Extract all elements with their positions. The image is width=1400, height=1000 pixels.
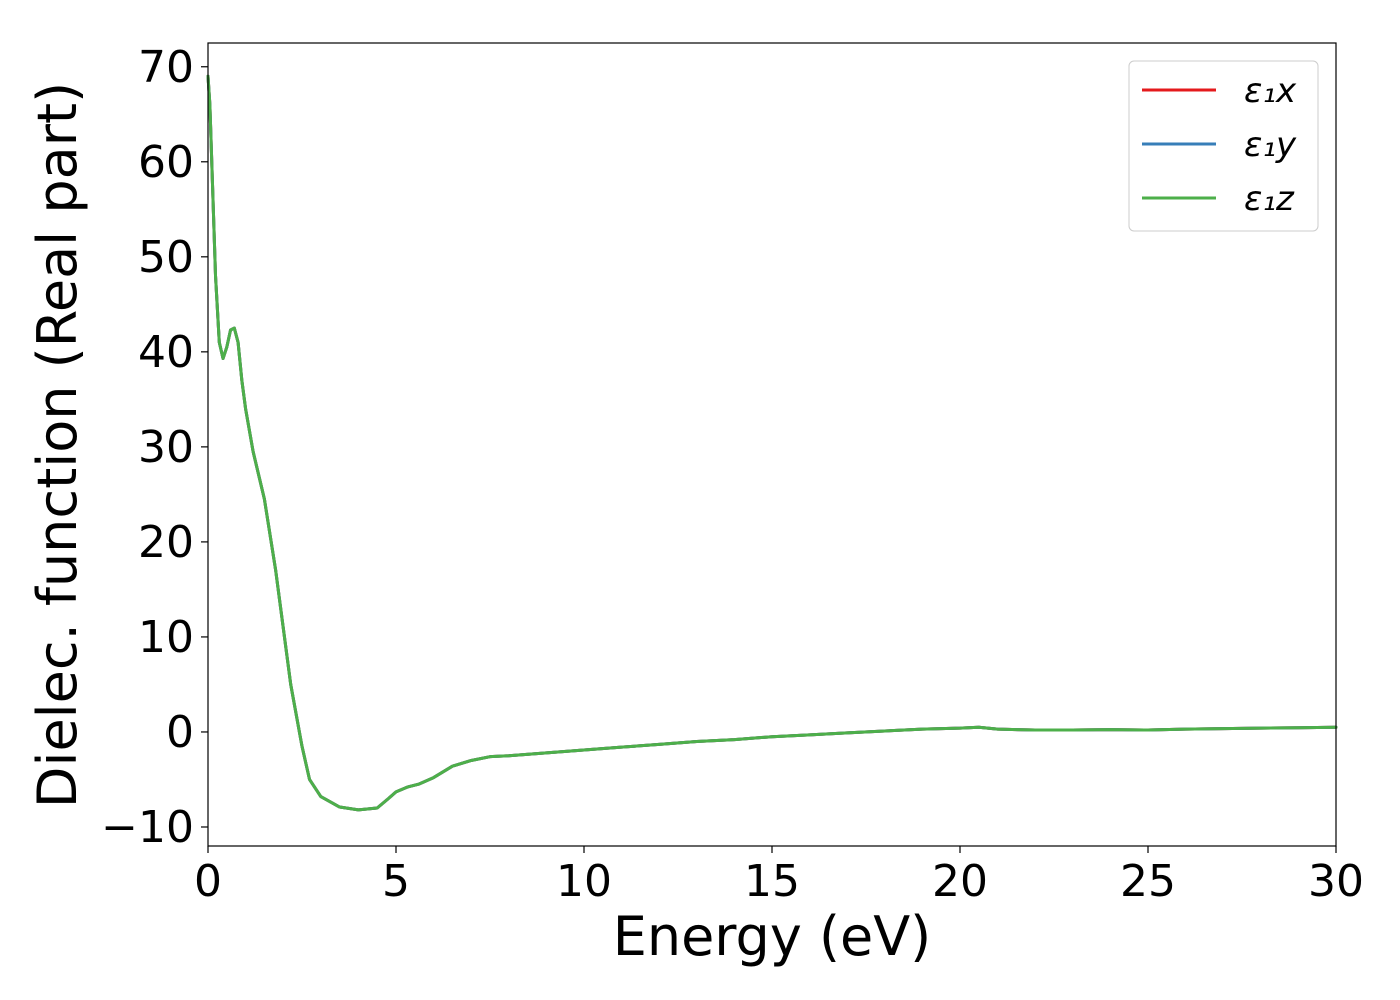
legend: ε₁x ε₁y ε₁z [1128, 60, 1319, 232]
y-tick-label: 0 [166, 707, 194, 758]
y-axis: −10 0 10 20 30 40 50 60 70 [101, 42, 208, 853]
legend-label-0: ε₁x [1244, 71, 1297, 111]
y-tick-label: 50 [138, 232, 194, 283]
x-tick-label: 0 [194, 856, 222, 907]
series-layer [206, 74, 1338, 812]
x-tick-label: 10 [556, 856, 612, 907]
x-axis: 0 5 10 15 20 25 30 [194, 846, 1364, 907]
x-tick-label: 5 [382, 856, 410, 907]
x-tick-label: 20 [932, 856, 988, 907]
y-tick-label: 60 [138, 137, 194, 188]
x-axis-title: Energy (eV) [613, 905, 932, 968]
series-line-2 [206, 74, 1338, 812]
legend-label-2: ε₁z [1244, 179, 1295, 219]
y-tick-label: 70 [138, 42, 194, 93]
legend-box [1128, 60, 1319, 232]
x-tick-label: 15 [744, 856, 800, 907]
y-axis-title: Dielec. function (Real part) [26, 82, 89, 808]
y-tick-label: 30 [138, 422, 194, 473]
y-tick-label: 40 [138, 327, 194, 378]
y-tick-label: −10 [101, 802, 194, 853]
y-tick-label: 10 [138, 612, 194, 663]
legend-label-1: ε₁y [1244, 125, 1297, 165]
y-tick-label: 20 [138, 517, 194, 568]
x-tick-label: 30 [1308, 856, 1364, 907]
x-tick-label: 25 [1120, 856, 1176, 907]
